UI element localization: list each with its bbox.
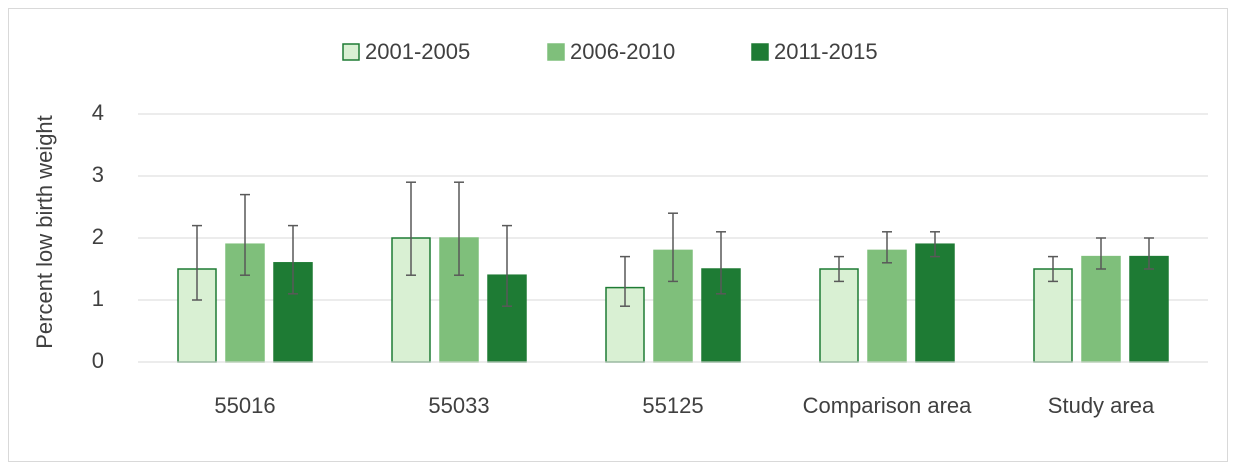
error-bar (882, 231, 892, 264)
legend-swatch (342, 43, 360, 61)
error-bar (1096, 237, 1106, 270)
y-tick-label: 3 (92, 162, 104, 187)
error-bar (502, 224, 512, 307)
x-tick-label: 55125 (642, 393, 704, 418)
error-bar (240, 193, 250, 276)
x-tick-label: Comparison area (802, 393, 972, 418)
error-bar (716, 231, 726, 295)
x-tick-label: 55033 (428, 393, 490, 418)
legend-swatch (547, 43, 565, 61)
y-tick-label: 2 (92, 224, 104, 249)
error-bar (192, 224, 202, 301)
bar (915, 243, 955, 363)
legend-label: 2006-2010 (570, 39, 675, 64)
legend-label: 2001-2005 (365, 39, 470, 64)
error-bar (288, 224, 298, 295)
y-tick-label: 0 (92, 348, 104, 373)
error-bar (1144, 237, 1154, 270)
bar (1129, 255, 1169, 363)
y-axis-label: Percent low birth weight (32, 115, 57, 349)
bar (1081, 255, 1121, 363)
error-bar (1048, 255, 1058, 283)
error-bar (406, 181, 416, 276)
x-tick-label: 55016 (214, 393, 276, 418)
chart-border (8, 8, 1228, 462)
bar (867, 249, 907, 363)
error-bar (668, 212, 678, 283)
error-bar (454, 181, 464, 276)
y-tick-label: 4 (92, 100, 104, 125)
legend-label: 2011-2015 (774, 39, 878, 64)
y-tick-label: 1 (92, 286, 104, 311)
bar (819, 268, 859, 363)
legend-swatch (751, 43, 769, 61)
error-bar (930, 231, 940, 258)
bar (1033, 268, 1073, 363)
error-bar (620, 255, 630, 307)
error-bar (834, 255, 844, 283)
x-tick-label: Study area (1047, 393, 1155, 418)
